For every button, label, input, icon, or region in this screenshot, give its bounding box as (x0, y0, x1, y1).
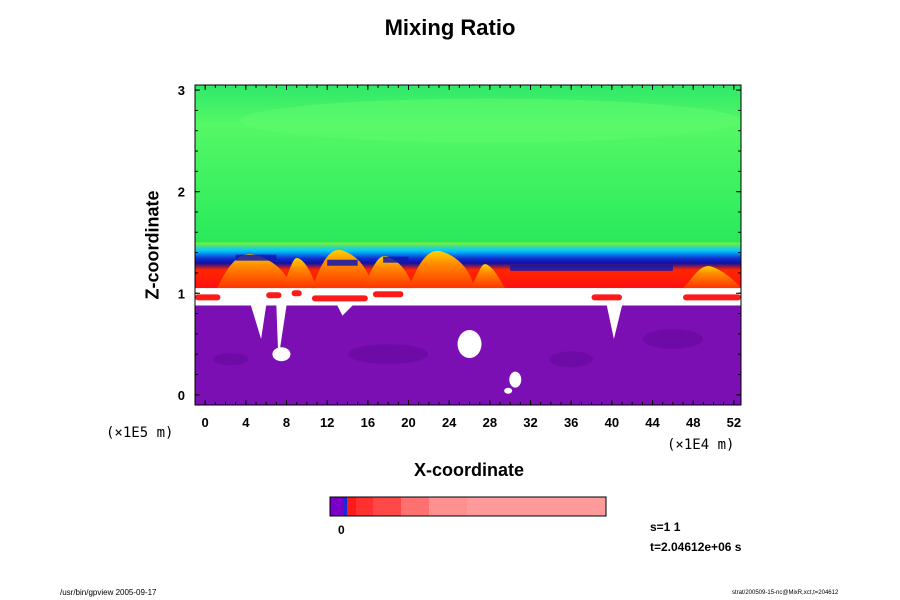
white-intrusion (276, 305, 287, 360)
x-axis: 0 4 8 12 16 20 24 28 32 36 40 44 48 52 (202, 85, 741, 430)
y-tick-label: 2 (178, 185, 185, 200)
mixing-plume (683, 266, 741, 289)
x-tick-label: 16 (361, 415, 375, 430)
x-tick-label: 8 (283, 415, 290, 430)
colorbar-segment (347, 497, 356, 516)
colorbar-frame (329, 496, 607, 517)
colorbar-segment (401, 497, 429, 516)
mixing-plume (281, 257, 318, 289)
x-tick-label: 44 (645, 415, 660, 430)
time-info: t=2.04612e+06 s (650, 540, 742, 554)
mixing-plume (362, 255, 414, 289)
blue-streak (235, 254, 277, 261)
x-tick-label: 40 (605, 415, 619, 430)
lower-swirl (642, 328, 703, 349)
colorbar-segment (429, 497, 467, 516)
y-axis: 0 1 2 3 (178, 83, 741, 403)
lower-swirl (549, 351, 594, 368)
step-info: s=1 1 (650, 520, 681, 534)
red-streak (311, 295, 368, 302)
colorbar (329, 496, 607, 517)
red-streak (683, 294, 741, 301)
x-tick-label: 20 (401, 415, 415, 430)
white-intrusion (606, 305, 623, 339)
colorbar-segment (356, 497, 373, 516)
mixing-plume (408, 250, 475, 289)
colorbar-segment (343, 497, 347, 516)
white-intrusion (337, 305, 353, 316)
white-blob (509, 371, 522, 388)
mixing-plume (469, 264, 506, 289)
colorbar-segment (373, 497, 401, 516)
x-axis-unit: (×1E4 m) (667, 437, 735, 453)
white-intrusion (250, 305, 267, 339)
x-tick-label: 4 (242, 415, 250, 430)
upper-highlight (239, 98, 740, 143)
colorbar-tick-label: 0 (338, 523, 345, 537)
footer-command: /usr/bin/gpview 2005-09-17 (60, 588, 157, 597)
red-streak (266, 292, 282, 299)
colorbar-segment (467, 497, 606, 516)
footer-source: strat/200509-15-nc@MixR,xct,t=204612 (732, 590, 839, 596)
x-axis-label: X-coordinate (413, 460, 524, 480)
x-tick-label: 48 (686, 415, 700, 430)
lower-swirl (348, 344, 429, 365)
x-tick-label: 24 (442, 415, 457, 430)
colorbar-segment (330, 497, 343, 516)
white-blob (272, 347, 291, 362)
x-tick-label: 36 (564, 415, 578, 430)
white-blob (504, 387, 513, 394)
red-streak (291, 290, 302, 297)
mixing-plume (311, 249, 373, 289)
plot-frame (194, 84, 742, 406)
white-blob (457, 330, 482, 359)
lower-swirl (212, 353, 249, 366)
x-tick-label: 32 (523, 415, 537, 430)
blue-streak (383, 256, 409, 263)
y-axis-label: Z-coordinate (142, 190, 163, 300)
y-tick-label: 1 (178, 286, 185, 301)
mixing-plume (217, 253, 292, 289)
chart-title: Mixing Ratio (384, 15, 516, 40)
y-tick-label: 3 (178, 83, 185, 98)
x-tick-label: 52 (727, 415, 741, 430)
plot-field (195, 85, 741, 405)
blue-streak (327, 259, 358, 266)
y-tick-label: 0 (178, 388, 185, 403)
x-tick-label: 0 (202, 415, 209, 430)
y-axis-unit: (×1E5 m) (106, 425, 174, 441)
x-tick-label: 12 (320, 415, 334, 430)
red-streak (195, 294, 221, 301)
red-streak (372, 291, 404, 298)
red-streak (591, 294, 623, 301)
blue-streak (510, 264, 673, 271)
x-tick-label: 28 (483, 415, 497, 430)
